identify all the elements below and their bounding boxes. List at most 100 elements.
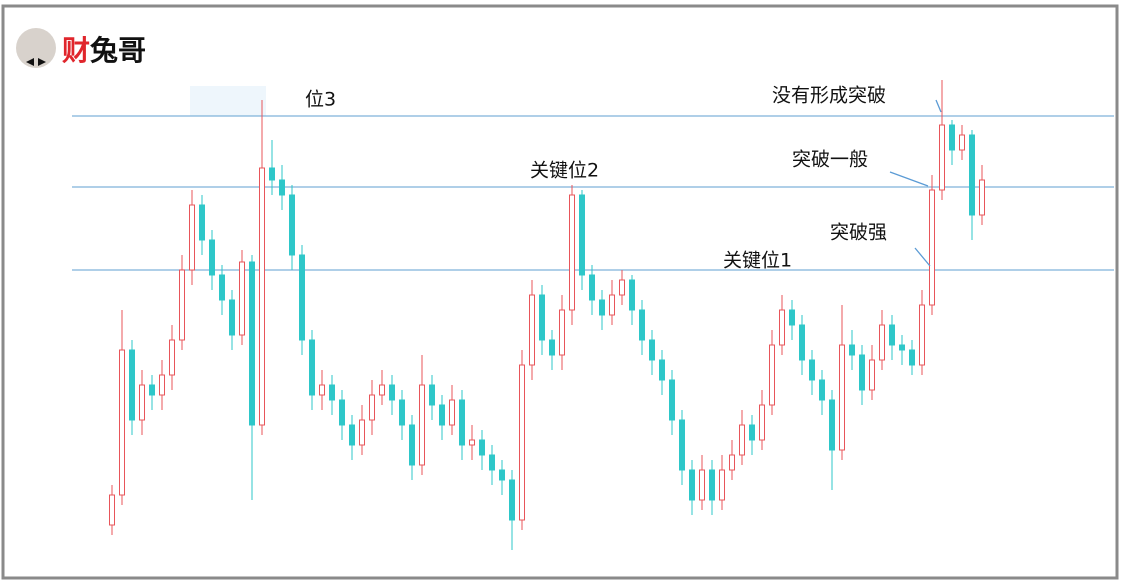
candle-body (289, 194, 295, 256)
candle-body (149, 384, 155, 396)
candle-body (509, 479, 515, 521)
candle-body (539, 294, 545, 341)
candle-body (759, 404, 765, 441)
candle-body (409, 424, 415, 466)
candle-body (219, 274, 225, 301)
candle-body (899, 344, 905, 351)
candle-body (779, 309, 785, 346)
candle-body (489, 454, 495, 471)
candle-body (229, 299, 235, 336)
blur-patch (190, 86, 266, 116)
candle-body (819, 379, 825, 401)
candle-body (249, 261, 255, 426)
candle-body (649, 339, 655, 361)
candle-body (639, 309, 645, 341)
candle-body (449, 399, 455, 426)
candle-body (439, 404, 445, 426)
candle-body (569, 194, 575, 311)
candle-body (459, 399, 465, 446)
candle-body (139, 384, 145, 421)
candle-body (769, 344, 775, 406)
candle-body (879, 324, 885, 361)
candle-body (719, 469, 725, 501)
candle-body (339, 399, 345, 426)
annotation: 位3 (305, 89, 336, 111)
candle-body (549, 339, 555, 356)
candle-body (299, 254, 305, 341)
candle-body (559, 309, 565, 356)
candle-body (279, 179, 285, 196)
candle-body (889, 324, 895, 346)
frame (1, 4, 1119, 580)
candle-body (619, 279, 625, 296)
candle-body (929, 189, 935, 306)
logo-avatar (16, 28, 56, 68)
candle-body (579, 194, 585, 276)
candle-body (629, 279, 635, 311)
candle-body (829, 399, 835, 451)
candle-body (399, 399, 405, 426)
annotation: 突破一般 (792, 149, 868, 171)
logo-bowtie (26, 58, 46, 66)
candle-body (699, 469, 705, 501)
candle-body (909, 349, 915, 366)
candle-body (679, 419, 685, 471)
candle-body (239, 261, 245, 336)
candle-body (209, 239, 215, 276)
candle-body (599, 299, 605, 316)
candle-body (119, 349, 125, 496)
candle-body (189, 204, 195, 271)
candle-body (359, 419, 365, 446)
candle-body (659, 359, 665, 381)
candle-body (839, 344, 845, 451)
arrow (914, 247, 931, 267)
candle-body (379, 384, 385, 396)
candle-body (949, 124, 955, 151)
candle-body (739, 424, 745, 456)
candle-body (689, 469, 695, 501)
candle-body (109, 494, 115, 526)
arrows (889, 99, 942, 267)
candle-body (259, 167, 265, 426)
candle-body (159, 374, 165, 396)
arrow (935, 99, 942, 113)
candle-body (519, 364, 525, 521)
candle-body (939, 124, 945, 191)
candle-body (789, 309, 795, 326)
candle-body (849, 344, 855, 356)
candle-body (269, 167, 275, 181)
candle-body (329, 384, 335, 401)
logo-text: 财兔哥 (62, 34, 146, 67)
candle-body (749, 424, 755, 441)
annotation: 没有形成突破 (772, 85, 886, 107)
candle-body (389, 384, 395, 401)
candle-body (319, 384, 325, 396)
candle-body (919, 304, 925, 366)
candle-body (179, 269, 185, 341)
arrow (889, 171, 929, 187)
candle-body (469, 439, 475, 446)
candle-body (859, 354, 865, 391)
candle-body (349, 424, 355, 446)
candle-body (979, 179, 985, 216)
candle-body (709, 469, 715, 501)
candle-body (369, 394, 375, 421)
candle-body (809, 359, 815, 381)
candle-body (419, 384, 425, 466)
candle-body (429, 384, 435, 406)
candle-body (129, 349, 135, 421)
annotation: 关键位1 (723, 250, 792, 272)
candle-body (959, 134, 965, 151)
candle-body (729, 454, 735, 471)
candle-body (589, 274, 595, 301)
candle-body (869, 359, 875, 391)
annotation: 关键位2 (530, 160, 599, 182)
candle-body (799, 324, 805, 361)
candle-body (499, 469, 505, 481)
candle-body (199, 204, 205, 241)
candle-body (309, 339, 315, 396)
candle-body (609, 294, 615, 316)
candle-body (169, 339, 175, 376)
annotation: 突破强 (830, 222, 887, 244)
